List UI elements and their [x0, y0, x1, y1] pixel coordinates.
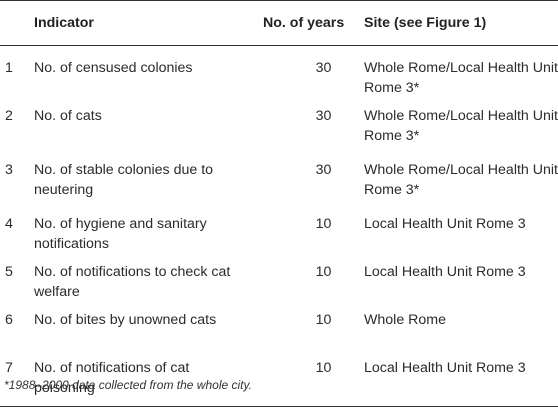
table-row: 4 No. of hygiene and sanitary notificati… — [0, 209, 558, 257]
row-number: 2 — [5, 108, 13, 124]
row-years: 10 — [315, 216, 332, 232]
row-years: 30 — [315, 162, 332, 178]
row-indicator: No. of hygiene and sanitary notification… — [34, 216, 207, 252]
table-footnote: *1988–2000 data collected from the whole… — [4, 378, 252, 392]
table-header-row: Indicator No. of years Site (see Figure … — [0, 0, 558, 46]
row-number: 1 — [5, 60, 13, 76]
row-indicator: No. of cats — [34, 108, 102, 124]
row-indicator: No. of notifications of cat poisoning — [27, 353, 259, 407]
row-site: Local Health Unit Rome 3 — [364, 264, 526, 280]
header-index — [0, 0, 27, 46]
table-row: 6 No. of bites by unowned cats 10 Whole … — [0, 305, 558, 353]
header-years: No. of years — [259, 0, 358, 46]
row-indicator: No. of bites by unowned cats — [34, 312, 217, 328]
row-indicator: No. of stable colonies due to neutering — [34, 162, 214, 198]
row-years: 30 — [315, 108, 332, 124]
header-indicator: Indicator — [27, 0, 259, 46]
table-row: 5 No. of notifications to check cat welf… — [0, 257, 558, 305]
row-site: Whole Rome — [364, 312, 447, 328]
row-site: Whole Rome/Local Health Unit Rome 3* — [364, 108, 558, 144]
row-years: 10 — [315, 312, 332, 328]
table-row: 3 No. of stable colonies due to neuterin… — [0, 155, 558, 209]
row-site: Local Health Unit Rome 3 — [358, 353, 558, 407]
row-years: 10 — [315, 264, 332, 280]
table-row: 2 No. of cats 30 Whole Rome/Local Health… — [0, 101, 558, 155]
row-site: Whole Rome/Local Health Unit Rome 3* — [364, 162, 558, 198]
row-number: 3 — [5, 162, 13, 178]
row-number: 5 — [5, 264, 13, 280]
row-years: 10 — [259, 353, 358, 407]
row-number: 7 — [0, 353, 27, 407]
row-site: Local Health Unit Rome 3 — [364, 216, 526, 232]
table-row: 1 No. of censused colonies 30 Whole Rome… — [0, 46, 558, 102]
row-indicator: No. of censused colonies — [34, 60, 193, 76]
table-row: 7 No. of notifications of cat poisoning … — [0, 353, 558, 407]
row-years: 30 — [315, 60, 332, 76]
row-indicator: No. of notifications to check cat welfar… — [34, 264, 231, 300]
row-number: 6 — [5, 312, 13, 328]
header-site: Site (see Figure 1) — [358, 0, 558, 46]
row-number: 4 — [5, 216, 13, 232]
row-site: Whole Rome/Local Health Unit Rome 3* — [364, 60, 558, 96]
